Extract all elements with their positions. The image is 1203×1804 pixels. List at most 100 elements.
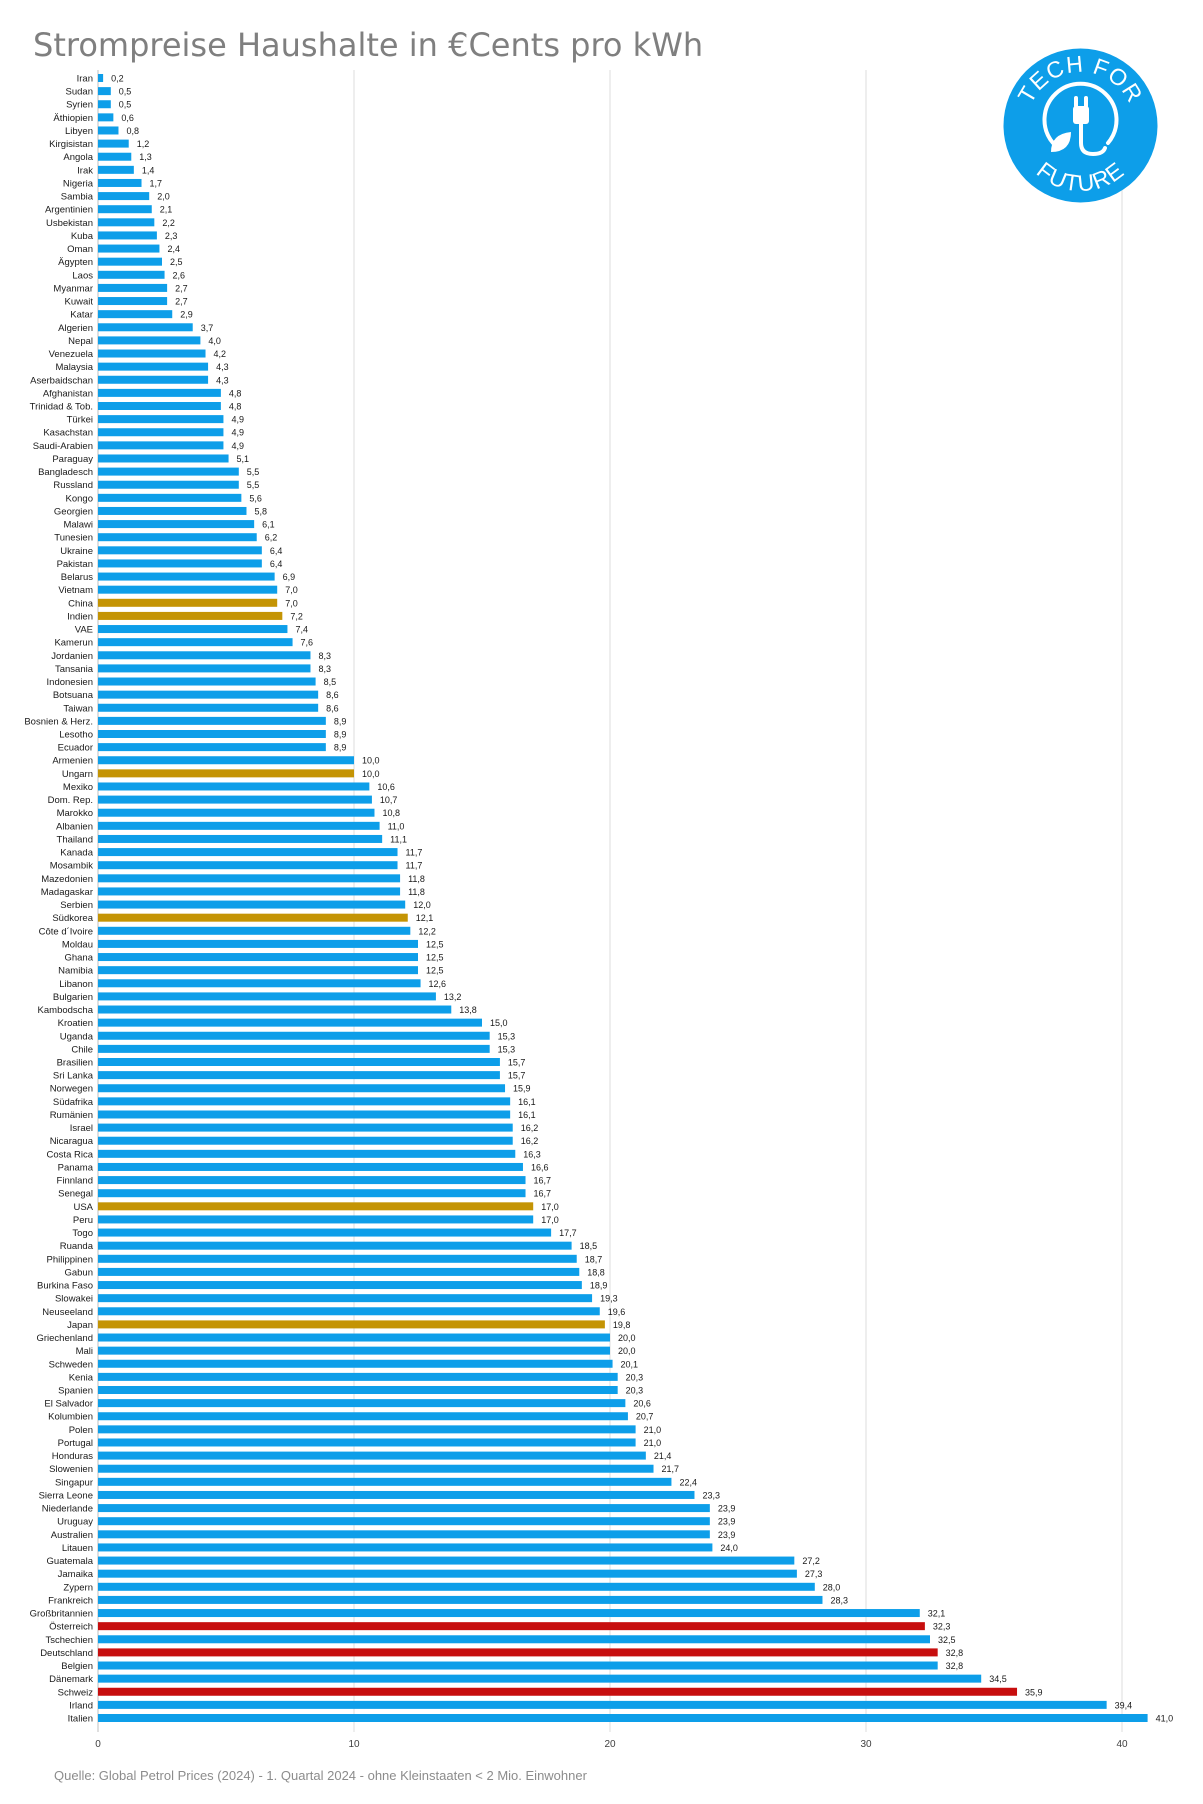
bar (98, 1110, 511, 1119)
category-label: Tschechien (45, 1635, 93, 1646)
value-label: 15,3 (498, 1031, 516, 1041)
value-label: 18,5 (580, 1241, 598, 1251)
value-label: 6,2 (265, 533, 278, 543)
value-label: 16,3 (523, 1149, 541, 1159)
x-tick-label: 20 (604, 1739, 616, 1750)
category-label: Belgien (61, 1661, 93, 1672)
category-label: Ungarn (62, 769, 93, 780)
category-label: Kanada (60, 848, 93, 859)
category-label: Mali (76, 1346, 93, 1357)
bar (98, 598, 278, 607)
category-label: Kroatien (58, 1018, 93, 1029)
category-label: Georgien (54, 506, 93, 517)
bar (98, 1569, 797, 1578)
bar (98, 1438, 636, 1447)
value-label: 18,9 (590, 1281, 608, 1291)
bar (98, 1215, 534, 1224)
bars (98, 74, 1148, 1722)
value-label: 6,4 (270, 546, 283, 556)
bar (98, 1228, 552, 1237)
category-label: Israel (70, 1123, 93, 1134)
category-label: Türkei (67, 415, 93, 426)
bar (98, 834, 383, 843)
category-label: Moldau (62, 939, 93, 950)
category-label: Südafrika (53, 1097, 94, 1108)
value-label: 16,6 (531, 1162, 549, 1172)
value-label: 24,0 (720, 1543, 738, 1553)
category-label: Japan (67, 1320, 93, 1331)
category-label: Finnland (57, 1176, 93, 1187)
value-label: 32,8 (946, 1648, 964, 1658)
bar (98, 283, 168, 292)
value-label: 2,9 (180, 310, 193, 320)
value-label: 15,7 (508, 1071, 526, 1081)
value-label: 16,1 (518, 1110, 536, 1120)
bar (98, 769, 354, 778)
bar (98, 756, 354, 765)
bar (98, 1031, 490, 1040)
category-label: Senegal (58, 1189, 93, 1200)
plug-leaf-icon (1042, 81, 1119, 157)
bar (98, 953, 418, 962)
category-label: Afghanistan (43, 388, 93, 399)
category-label: Mexiko (63, 782, 93, 793)
category-label: Deutschland (40, 1648, 93, 1659)
category-label: Venezuela (49, 349, 94, 360)
bar (98, 74, 104, 82)
bar (98, 848, 398, 857)
value-label: 4,8 (229, 402, 242, 412)
value-label: 7,2 (290, 611, 303, 621)
category-label: Trinidad & Tob. (30, 402, 93, 413)
bar (98, 1333, 610, 1342)
category-label: Ghana (64, 953, 93, 964)
bar (98, 1294, 593, 1303)
bar (98, 1648, 938, 1657)
category-label: Pakistan (57, 559, 93, 570)
category-label: Brasilien (57, 1058, 93, 1069)
bar (98, 782, 370, 791)
bar (98, 152, 132, 161)
value-label: 39,4 (1115, 1700, 1133, 1710)
category-label: Slowenien (49, 1464, 93, 1475)
bar (98, 1281, 582, 1290)
category-label: Italien (68, 1714, 93, 1725)
value-label: 2,2 (162, 218, 175, 228)
category-label: Indien (67, 611, 93, 622)
category-label: Kamerun (54, 638, 93, 649)
bar (98, 992, 436, 1001)
value-label: 10,0 (362, 756, 380, 766)
bar (98, 1635, 930, 1644)
category-label: Australien (51, 1530, 93, 1541)
category-label: Ruanda (60, 1241, 94, 1252)
value-label: 16,7 (534, 1189, 552, 1199)
bar (98, 716, 326, 725)
bar (98, 480, 239, 489)
value-label: 23,9 (718, 1504, 736, 1514)
bar (98, 1477, 672, 1486)
category-label: Belarus (61, 572, 93, 583)
bar (98, 1058, 500, 1066)
value-label: 4,9 (231, 428, 244, 438)
value-label: 16,7 (534, 1176, 552, 1186)
category-label: Jordanien (51, 651, 93, 662)
bar (98, 664, 311, 673)
bar (98, 1307, 600, 1316)
value-label: 18,7 (585, 1254, 603, 1264)
value-label: 15,3 (498, 1044, 516, 1054)
bar (98, 1267, 580, 1276)
value-label: 8,5 (324, 677, 337, 687)
bar (98, 388, 221, 397)
category-label: Tansania (55, 664, 94, 675)
bar (98, 375, 209, 384)
category-label: Costa Rica (47, 1149, 94, 1160)
x-tick-label: 10 (348, 1739, 360, 1750)
category-label: Ecuador (58, 743, 93, 754)
value-label: 5,5 (247, 467, 260, 477)
value-label: 8,6 (326, 690, 339, 700)
bar (98, 126, 119, 135)
category-label: USA (73, 1202, 93, 1213)
category-label: Nicaragua (50, 1136, 94, 1147)
bar (98, 1490, 695, 1499)
value-label: 4,2 (214, 349, 227, 359)
bar (98, 257, 162, 266)
